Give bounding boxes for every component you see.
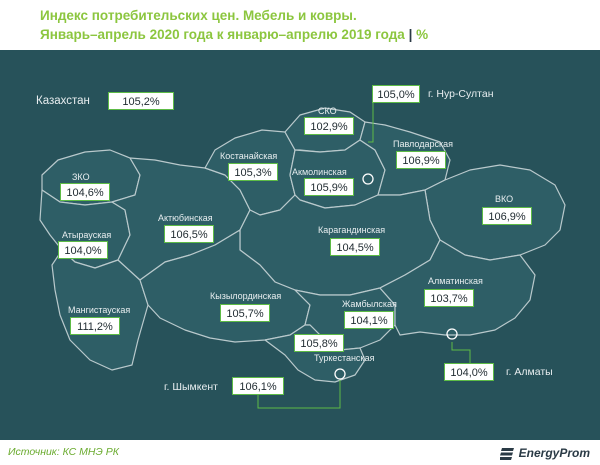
shymkent-value: 106,1% [232, 377, 284, 395]
nursultan-value: 105,0% [372, 85, 420, 103]
aktobe-value: 106,5% [164, 225, 214, 243]
leader-shymkent [257, 380, 341, 409]
nursultan-marker-icon [362, 173, 374, 185]
region-mangistau [51, 249, 149, 371]
zhambyl-value: 104,1% [344, 311, 394, 329]
energyprom-logo: EnergyProm [499, 443, 590, 463]
karaganda-name: Карагандинская [318, 225, 386, 235]
sko-name: СКО [318, 106, 337, 116]
kostanay-name: Костанайская [220, 151, 278, 161]
vko-name: ВКО [495, 194, 514, 204]
mangistau-name: Мангистауская [68, 305, 131, 315]
mangistau-value: 111,2% [70, 317, 120, 335]
akmola-value: 105,9% [304, 178, 354, 196]
atyrau-value: 104,0% [58, 241, 108, 259]
leader-nursultan [368, 102, 374, 143]
pavlodar-value: 106,9% [396, 151, 446, 169]
country-name: Казахстан [36, 95, 90, 107]
zko-name: ЗКО [72, 172, 90, 182]
almaty-region-name: Алматинская [428, 276, 483, 286]
map-panel: Казахстан 105,2% ЗКО 104,6% Атырауская 1… [0, 50, 600, 440]
leader-almaty [451, 342, 471, 365]
title-unit: % [416, 27, 429, 42]
kyzylorda-name: Кызылординская [210, 291, 282, 301]
kyzylorda-value: 105,7% [220, 304, 270, 322]
title-line-1: Индекс потребительских цен. Мебель и ков… [40, 8, 357, 23]
title-line-2: Январь–апрель 2020 года к январю–апрелю … [40, 25, 580, 44]
turkestan-name: Туркестанская [314, 353, 375, 363]
pavlodar-name: Павлодарская [393, 139, 453, 149]
kostanay-value: 105,3% [228, 163, 278, 181]
aktobe-name: Актюбинская [158, 213, 213, 223]
almaty-region-value: 103,7% [424, 289, 474, 307]
logo-text: EnergyProm [518, 446, 590, 460]
region-almaty [379, 239, 536, 336]
title-period: Январь–апрель 2020 года к январю–апрелю … [40, 27, 405, 42]
region-turkestan [264, 324, 366, 383]
akmola-name: Акмолинская [292, 167, 347, 177]
almaty-value: 104,0% [444, 363, 494, 381]
zhambyl-name: Жамбылская [342, 299, 397, 309]
shymkent-name: г. Шымкент [164, 381, 218, 393]
shymkent-marker-icon [334, 368, 346, 380]
logo-icon [499, 448, 514, 460]
almaty-name: г. Алматы [506, 366, 553, 378]
almaty-marker-icon [446, 328, 458, 340]
turkestan-value: 105,8% [294, 334, 344, 352]
country-value: 105,2% [108, 92, 174, 110]
footer: Источник: КС МНЭ РК EnergyProm [0, 440, 600, 465]
title-block: Индекс потребительских цен. Мебель и ков… [40, 6, 580, 44]
source-text: Источник: КС МНЭ РК [8, 446, 119, 458]
atyrau-name: Атырауская [62, 230, 112, 240]
karaganda-value: 104,5% [330, 238, 380, 256]
zko-value: 104,6% [60, 183, 110, 201]
sko-value: 102,9% [304, 117, 354, 135]
nursultan-name: г. Нур-Султан [428, 88, 494, 100]
vko-value: 106,9% [482, 207, 532, 225]
title-separator: | [408, 27, 413, 42]
